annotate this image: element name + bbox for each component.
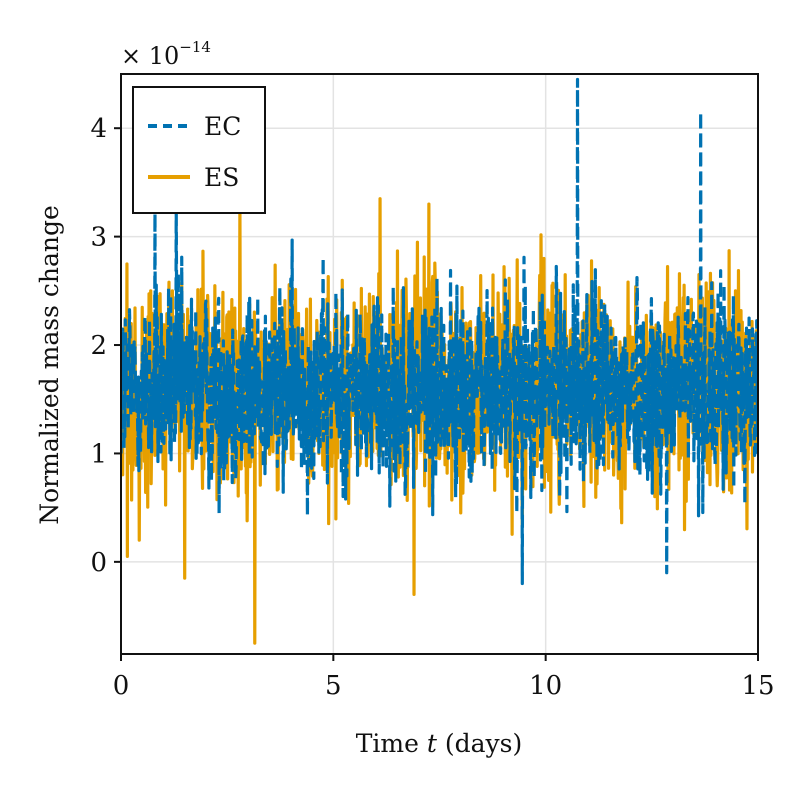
series-layer (121, 77, 758, 645)
y-multiplier-exponent: −14 (179, 38, 211, 56)
x-axis-label: Time t (days) (356, 729, 523, 758)
legend-box (132, 86, 266, 214)
series-line-ec (121, 77, 758, 586)
y-tick-label: 3 (90, 223, 107, 253)
y-tick-label: 2 (90, 331, 107, 361)
y-multiplier-base: × 10 (121, 42, 179, 70)
y-axis: 0 1 2 3 4 (90, 114, 121, 578)
x-tick-label: 5 (325, 671, 342, 701)
y-tick-label: 0 (90, 548, 107, 578)
x-tick-label: 10 (529, 671, 562, 701)
legend-label-ec: EC (204, 112, 241, 141)
legend: EC ES (132, 86, 266, 214)
y-tick-label: 4 (90, 114, 107, 144)
plot-frame (120, 73, 759, 655)
x-axis: 0 5 10 15 (113, 654, 775, 701)
x-tick-label: 15 (741, 671, 774, 701)
x-tick-label: 0 (113, 671, 130, 701)
y-multiplier: × 10−14 (121, 38, 211, 70)
y-tick-label: 1 (90, 439, 107, 469)
y-axis-label: Normalized mass change (35, 205, 64, 525)
legend-label-es: ES (204, 163, 239, 192)
